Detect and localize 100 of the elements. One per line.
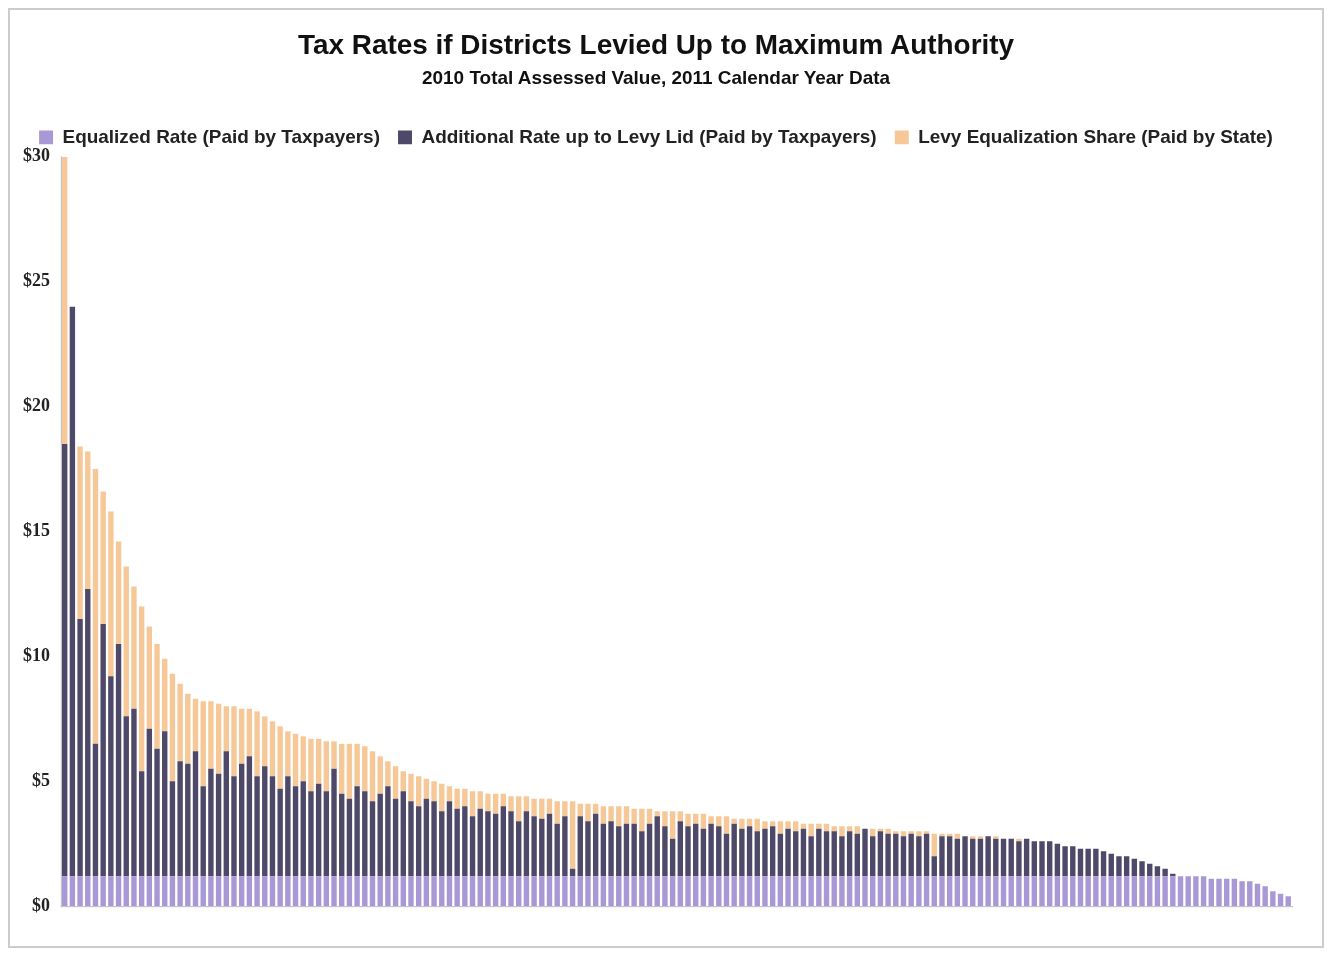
bar (369, 876, 376, 907)
bar (592, 876, 599, 907)
bar (677, 811, 684, 822)
bar (623, 823, 630, 877)
bar (608, 806, 614, 822)
y-tick-label: $15 (22, 520, 50, 541)
bar (446, 801, 453, 877)
bar (846, 831, 853, 877)
bar (231, 876, 237, 907)
bar (654, 816, 660, 877)
bar (108, 676, 114, 877)
bar (539, 876, 545, 907)
bar (415, 776, 422, 807)
bar (339, 876, 345, 907)
bar (131, 876, 137, 907)
bar (631, 823, 637, 877)
bar (177, 761, 183, 877)
bar (839, 826, 845, 837)
bar (154, 643, 160, 749)
bar (739, 828, 745, 877)
bar (308, 876, 314, 907)
bar (162, 731, 168, 877)
bar (931, 833, 937, 857)
bar (523, 876, 530, 907)
bar (1262, 886, 1268, 907)
bar (546, 798, 553, 814)
bar (369, 751, 376, 802)
chart-subtitle: 2010 Total Assessed Value, 2011 Calendar Year Data (422, 66, 891, 88)
bar (600, 806, 607, 824)
bar (323, 876, 330, 907)
bar (616, 876, 622, 907)
bar (200, 786, 206, 877)
bar (592, 803, 599, 814)
bar (1231, 878, 1238, 907)
bar (231, 706, 237, 777)
bar (300, 876, 306, 907)
bar (400, 876, 406, 907)
bar (639, 876, 645, 907)
y-tick-label: $25 (22, 270, 50, 291)
bar (408, 876, 414, 907)
bar (462, 806, 468, 877)
bar (854, 876, 860, 907)
bar (254, 776, 260, 877)
bar (115, 541, 122, 644)
bar (1185, 876, 1191, 907)
bar (777, 821, 784, 834)
bar (277, 876, 283, 907)
bar (208, 768, 214, 877)
bar (454, 876, 460, 907)
bar (769, 876, 776, 907)
bar (562, 801, 568, 817)
bar (746, 876, 753, 907)
bar (662, 876, 668, 907)
bar (454, 808, 460, 877)
bar (354, 786, 360, 877)
chart-title: Tax Rates if Districts Levied Up to Maximum Authority (298, 29, 1015, 61)
bar (377, 756, 383, 794)
bar (238, 708, 245, 764)
bar (1108, 853, 1114, 877)
bar (731, 818, 737, 824)
bar (1054, 843, 1061, 877)
bar (362, 876, 368, 907)
bar (339, 743, 345, 794)
bar (1154, 866, 1161, 877)
bar (346, 743, 353, 799)
bar (292, 733, 299, 787)
bar (700, 876, 707, 907)
bar (439, 783, 445, 812)
bar (315, 738, 322, 784)
bar (1170, 876, 1176, 907)
bar (62, 876, 68, 907)
bar (1093, 848, 1099, 877)
bar (762, 828, 768, 877)
bar (377, 793, 383, 877)
bar (954, 838, 961, 877)
bar (1039, 876, 1045, 907)
bar (631, 808, 637, 824)
bar (1277, 893, 1284, 907)
bar (908, 831, 914, 834)
bar (1116, 876, 1122, 907)
legend-label: Additional Rate up to Levy Lid (Paid by Taxpayers) (421, 125, 877, 147)
bar (569, 876, 576, 907)
legend-label: Equalized Rate (Paid by Taxpayers) (62, 125, 380, 147)
bar (100, 491, 106, 624)
bar (1147, 863, 1153, 877)
bar (262, 766, 268, 877)
bar (285, 876, 291, 907)
bar (477, 808, 483, 877)
bar (831, 876, 837, 907)
bar (577, 816, 583, 877)
bar (369, 801, 376, 877)
bar (223, 751, 229, 877)
bar (508, 796, 514, 812)
bar (162, 876, 168, 907)
bar (238, 763, 245, 877)
bar (1016, 838, 1022, 842)
bar (415, 876, 422, 907)
bar (708, 816, 714, 824)
bar (154, 748, 160, 877)
bar (1154, 876, 1161, 907)
